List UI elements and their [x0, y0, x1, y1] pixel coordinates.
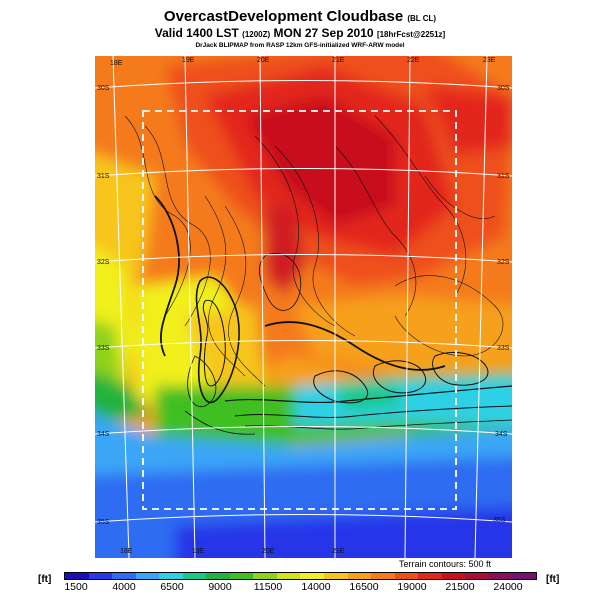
- colorbar-tick-labels: 1500 4000 6500 9000 11500 14000 16500 19000 2150…: [0, 581, 600, 595]
- lat-label-right: 35S: [493, 517, 506, 524]
- lat-label-right: 31S: [497, 173, 510, 180]
- terrain-contours-note: Terrain contours: 500 ft: [399, 559, 492, 569]
- colorbar-segment: [394, 573, 419, 579]
- grid-labels: 18E 19E 20E 21E 22E 23E 18E 19E 20E 21E …: [97, 57, 510, 555]
- colorbar-segment: [229, 573, 254, 579]
- inner-domain-box: [142, 110, 457, 510]
- lat-label-left: 32S: [97, 259, 110, 266]
- map-title: OvercastDevelopment Cloudbase (BL CL): [0, 8, 600, 25]
- lat-label-left: 35S: [97, 519, 110, 526]
- lon-label-top: 23E: [483, 57, 496, 64]
- lon-label-top: 22E: [407, 57, 420, 64]
- lat-label-left: 33S: [97, 345, 110, 352]
- lon-label-top: 19E: [182, 57, 195, 64]
- colorbar-segment: [112, 573, 136, 579]
- valid-main: Valid 1400 LST: [154, 26, 239, 40]
- valid-time-line: Valid 1400 LST (1200Z) MON 27 Sep 2010 […: [0, 26, 600, 40]
- colorbar-tick-label: 4000: [112, 581, 136, 593]
- lon-label-bottom: 19E: [192, 548, 205, 555]
- cloudbase-field: [95, 56, 512, 558]
- colorbar-segment: [488, 573, 513, 579]
- terrain-contours: [124, 115, 512, 435]
- lat-label-right: 32S: [497, 259, 510, 266]
- colorbar-segment: [418, 573, 442, 579]
- colorbar-segment: [253, 573, 277, 579]
- colorbar-segment: [159, 573, 183, 579]
- lat-label-right: 30S: [497, 85, 510, 92]
- lon-label-top: 20E: [257, 57, 270, 64]
- lon-label-bottom: 18E: [120, 548, 133, 555]
- lon-label-bottom: 21E: [332, 548, 345, 555]
- forecast-map-canvas: 18E 19E 20E 21E 22E 23E 18E 19E 20E 21E …: [95, 56, 512, 558]
- colorbar-segment: [324, 573, 348, 579]
- colorbar-unit-right: [ft]: [546, 574, 560, 585]
- colorbar-segment: [135, 573, 160, 579]
- colorbar-unit-left: [ft]: [38, 574, 52, 585]
- colorbar-segment: [512, 573, 536, 579]
- lat-label-left: 31S: [97, 173, 110, 180]
- lon-label-top: 18E: [110, 60, 123, 67]
- colorbar-segment: [465, 573, 489, 579]
- colorbar-segment: [182, 573, 207, 579]
- colorbar-tick-label: 6500: [160, 581, 184, 593]
- colorbar-segment: [276, 573, 301, 579]
- colorbar-segment: [88, 573, 113, 579]
- forecast-map: 18E 19E 20E 21E 22E 23E 18E 19E 20E 21E …: [95, 56, 512, 558]
- colorbar: [64, 572, 537, 580]
- colorbar-segment: [441, 573, 466, 579]
- model-credit: DrJack BLIPMAP from RASP 12km GFS-initia…: [195, 42, 405, 49]
- valid-date: MON 27 Sep 2010: [273, 26, 374, 40]
- colorbar-tick-label: 1500: [64, 581, 88, 593]
- map-title-text: OvercastDevelopment Cloudbase: [163, 8, 404, 25]
- colorbar-tick-label: 24000: [493, 581, 523, 593]
- colorbar-segment: [65, 573, 89, 579]
- colorbar-tick-label: 11500: [253, 581, 283, 593]
- lat-label-right: 33S: [497, 345, 510, 352]
- colorbar-segment: [300, 573, 325, 579]
- lat-label-right: 34S: [495, 431, 508, 438]
- valid-code: (1200Z): [242, 30, 271, 39]
- colorbar-tick-label: 19000: [397, 581, 427, 593]
- lat-label-left: 34S: [97, 431, 110, 438]
- lat-label-left: 30S: [97, 85, 110, 92]
- colorbar-tick-label: 21500: [445, 581, 475, 593]
- colorbar-segment: [347, 573, 372, 579]
- map-title-suffix: (BL CL): [407, 14, 437, 23]
- colorbar-segment: [371, 573, 395, 579]
- lon-label-top: 21E: [332, 57, 345, 64]
- colorbar-tick-label: 16500: [349, 581, 379, 593]
- colorbar-segment: [206, 573, 230, 579]
- colorbar-tick-label: 14000: [301, 581, 331, 593]
- valid-forecast: [18hrFcst@2251z]: [376, 30, 446, 39]
- colorbar-tick-label: 9000: [208, 581, 232, 593]
- lon-label-bottom: 20E: [262, 548, 275, 555]
